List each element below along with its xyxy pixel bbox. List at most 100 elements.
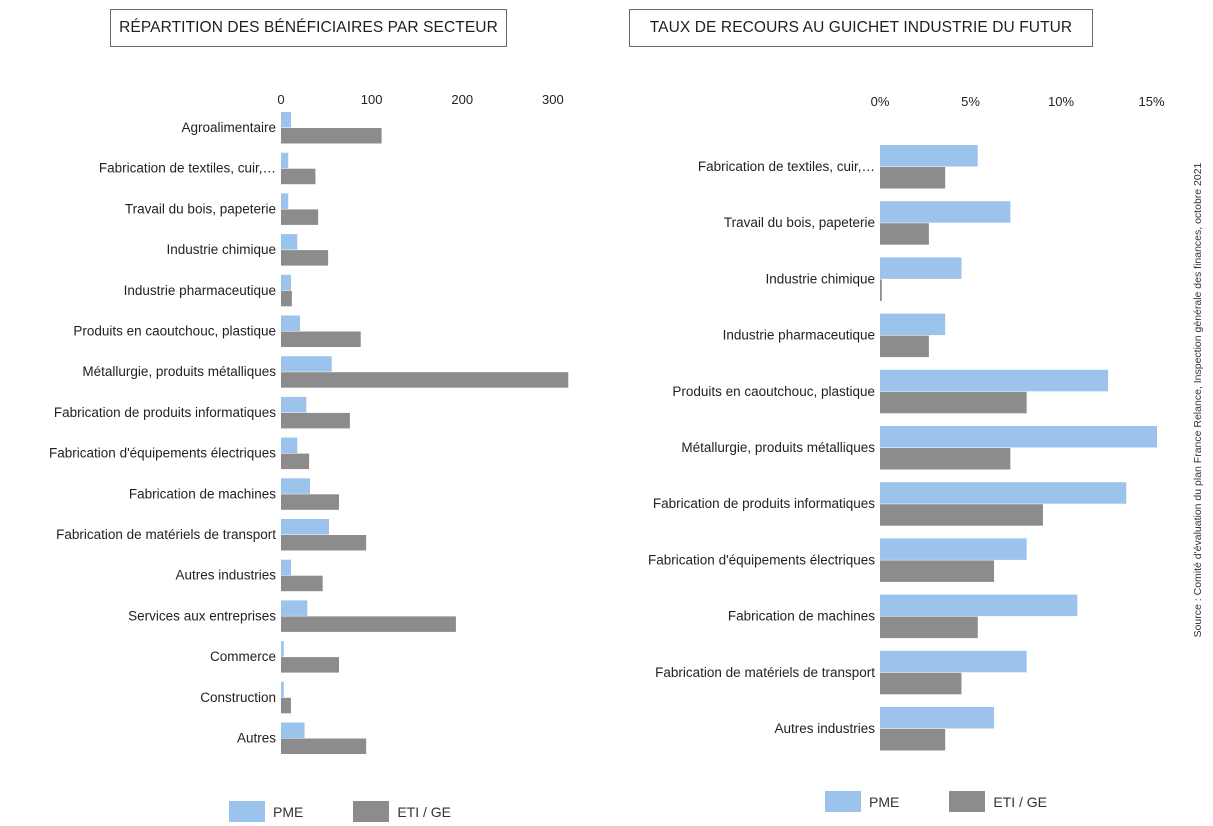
bar-eti [880,560,995,582]
category-label: Construction [200,690,276,705]
bar-eti [880,504,1043,526]
category-label: Fabrication de textiles, cuir,… [99,161,276,176]
legend-label-eti: ETI / GE [397,803,452,820]
category-label: Commerce [210,649,276,664]
bar-eti [281,412,350,429]
bar-eti [880,167,946,189]
bar-pme [880,594,1078,617]
category-label: Autres [237,731,276,746]
bar-eti [281,697,291,714]
right-chart-title: TAUX DE RECOURS AU GUICHET INDUSTRIE DU … [629,9,1093,47]
category-label: Fabrication de produits informatiques [54,405,276,420]
bar-eti [281,657,339,673]
category-label: Fabrication de machines [129,486,276,501]
bar-eti [281,290,292,307]
category-label: Agroalimentaire [181,120,276,135]
right-legend: PME ETI / GE [825,791,1047,812]
bar-eti [281,331,361,347]
bar-pme [281,193,289,209]
bar-pme [880,482,1127,504]
bar-pme [880,426,1157,448]
bar-pme [281,437,298,454]
bar-eti [281,535,367,551]
category-label: Industrie chimique [765,271,875,286]
bar-pme [880,707,995,729]
x-tick-label: 200 [451,92,473,107]
bar-eti [281,616,456,632]
bar-pme [281,396,307,413]
x-tick-label: 15% [1139,94,1165,109]
category-label: Fabrication de textiles, cuir,… [698,159,875,174]
bar-eti [281,738,367,754]
x-tick-label: 300 [542,92,564,107]
category-label: Métallurgie, produits métalliques [681,440,875,455]
legend-label-eti: ETI / GE [993,793,1048,810]
bar-eti [880,616,978,639]
bar-eti [281,453,310,470]
category-label: Fabrication de matériels de transport [655,665,875,680]
bar-eti [880,448,1011,470]
bar-pme [281,641,284,657]
bar-pme [880,201,1011,223]
legend-swatch-eti [949,791,986,812]
bar-pme [281,600,308,616]
bar-eti [281,250,329,266]
bar-eti [880,223,929,245]
bar-pme [281,112,291,128]
legend-label-pme: PME [273,803,304,820]
bar-pme [880,257,962,279]
bar-pme [281,356,332,372]
bar-pme [281,274,291,291]
category-label: Services aux entreprises [128,608,276,623]
x-tick-label: 100 [361,92,383,107]
bar-eti [880,335,929,358]
bar-pme [880,369,1109,392]
x-tick-label: 0 [277,92,284,107]
category-label: Autres industries [175,568,276,583]
legend-swatch-eti [353,801,390,822]
bar-pme [880,650,1027,673]
category-label: Industrie pharmaceutique [723,328,875,343]
category-label: Fabrication de matériels de transport [56,527,276,542]
bar-eti [281,168,316,185]
bar-eti [880,672,962,695]
category-label: Travail du bois, papeterie [724,215,875,230]
bar-eti [880,279,882,301]
left-bar-chart: 0 100 200 300 Agroalimentaire Fabrication de … [49,92,569,754]
bar-pme [281,478,310,494]
bar-pme [880,145,978,167]
bar-pme [281,315,301,331]
right-bar-chart: 0% 5% 10% 15% Fabrication de textiles, cuir,… [648,94,1165,751]
bar-eti [281,128,382,144]
category-label: Travail du bois, papeterie [125,201,276,216]
category-label: Fabrication d'équipements électriques [49,446,276,461]
bar-pme [281,234,298,250]
bar-eti [281,209,319,225]
category-label: Produits en caoutchouc, plastique [672,384,875,399]
bar-eti [281,494,339,510]
left-legend: PME ETI / GE [229,801,451,822]
legend-swatch-pme [229,801,265,822]
bar-pme [281,722,305,738]
category-label: Produits en caoutchouc, plastique [73,324,276,339]
bar-eti [880,729,946,751]
x-tick-label: 10% [1048,94,1074,109]
bar-pme [281,152,289,169]
bar-pme [281,559,291,576]
bar-pme [281,519,330,535]
legend-swatch-pme [825,791,861,812]
category-label: Autres industries [774,721,875,736]
category-label: Industrie pharmaceutique [124,283,276,298]
x-tick-label: 5% [961,94,980,109]
left-chart-title: RÉPARTITION DES BÉNÉFICIAIRES PAR SECTEU… [110,9,507,47]
bar-eti [281,372,569,388]
category-label: Industrie chimique [166,242,276,257]
legend-label-pme: PME [869,793,900,810]
bar-pme [281,681,284,698]
category-label: Métallurgie, produits métalliques [82,364,276,379]
category-label: Fabrication de produits informatiques [653,496,875,511]
bar-eti [880,391,1027,414]
bar-pme [880,538,1027,560]
source-note: Source : Comité d'évaluation du plan Fra… [1192,162,1204,637]
category-label: Fabrication de machines [728,609,875,624]
